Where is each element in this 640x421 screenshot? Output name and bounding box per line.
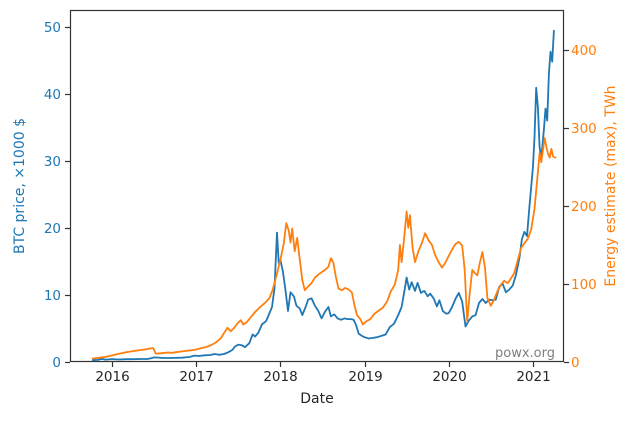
y-axis-label-left: BTC price, ×1000 $ (12, 118, 28, 254)
y-left-tick-label: 50 (44, 20, 61, 36)
energy-estimate-max--line (91, 137, 557, 360)
x-tick-label: 2017 (179, 369, 213, 385)
x-tick-label: 2019 (348, 369, 382, 385)
y-left-tick-label: 30 (44, 154, 61, 170)
x-tick-label: 2020 (432, 369, 466, 385)
y-axis-label-right: Energy estimate (max), TWh (603, 85, 619, 286)
btc-price-line (91, 29, 555, 362)
y-left-tick-label: 20 (44, 221, 61, 237)
x-tick-label: 2021 (516, 369, 550, 385)
y-left-tick-label: 40 (44, 87, 61, 103)
x-tick-label: 2018 (263, 369, 297, 385)
y-right-tick-label: 300 (571, 121, 597, 137)
watermark-text: powx.org (495, 346, 555, 361)
x-axis-label: Date (300, 391, 333, 407)
y-right-tick-label: 400 (571, 43, 597, 59)
axes-box (69, 9, 565, 363)
y-left-tick-label: 0 (52, 355, 61, 371)
y-right-tick-label: 0 (571, 355, 580, 371)
x-tick-label: 2016 (95, 369, 129, 385)
y-left-tick-label: 10 (44, 288, 61, 304)
y-right-tick-label: 200 (571, 199, 597, 215)
y-right-tick-label: 100 (571, 277, 597, 293)
